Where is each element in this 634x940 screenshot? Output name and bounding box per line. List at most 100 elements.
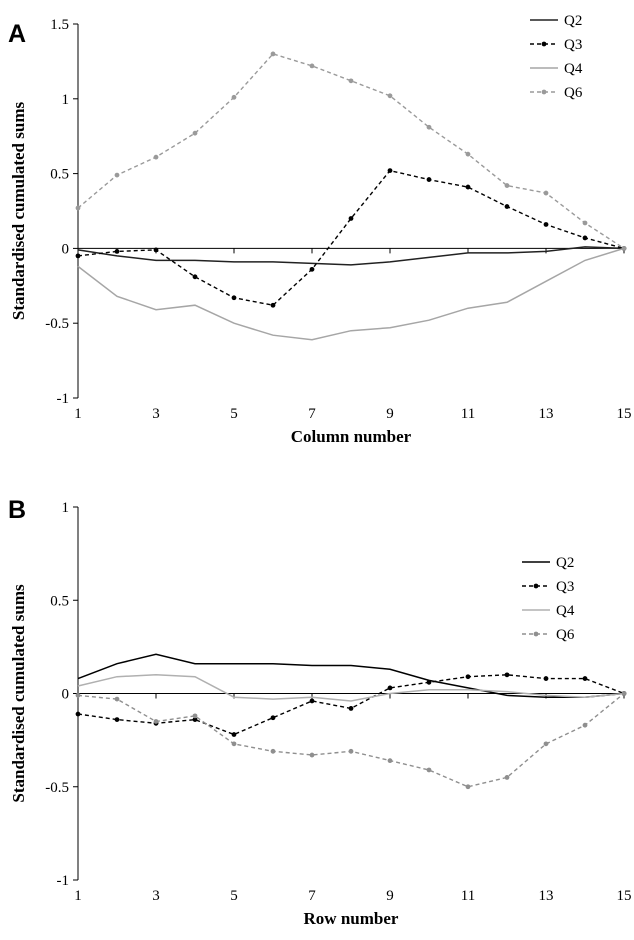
series-q2-line	[77, 653, 625, 698]
y-tick-label: -1	[57, 873, 70, 889]
y-axis-title: Standardised cumulated sums	[9, 584, 28, 803]
series-q6-point	[114, 696, 120, 702]
series-q3-point	[387, 685, 393, 691]
x-tick-label: 7	[308, 406, 316, 422]
series-q3-point	[114, 248, 120, 254]
legend-q2-label: Q2	[564, 13, 582, 29]
series-q6-point	[582, 722, 588, 728]
series-q4-line	[77, 247, 625, 341]
series-q6-point	[504, 183, 510, 188]
x-tick-label: 5	[230, 888, 238, 904]
legend-q3-marker	[533, 583, 539, 589]
x-tick-label: 3	[152, 406, 160, 422]
series-q6-point	[75, 205, 81, 211]
panel-label: B	[8, 496, 26, 524]
series-q3-point	[192, 274, 198, 280]
series-q3-point	[504, 672, 510, 678]
series-q6-point	[543, 190, 549, 196]
legend-q3-marker	[541, 41, 547, 47]
x-tick-label: 1	[74, 888, 82, 904]
series-q3-point	[231, 295, 237, 301]
x-axis-title: Column number	[291, 427, 412, 446]
series-q6-point	[426, 767, 432, 773]
series-q6-point	[621, 246, 627, 251]
series-q6-line	[77, 53, 625, 249]
legend-q3-label: Q3	[556, 579, 574, 595]
series-q3-point	[465, 674, 471, 680]
y-tick-label: -0.5	[45, 780, 69, 796]
x-tick-label: 15	[617, 406, 632, 422]
x-tick-label: 1	[74, 406, 82, 422]
y-tick-label: 1	[62, 92, 70, 108]
x-axis-title: Row number	[304, 909, 399, 928]
series-q6-point	[192, 713, 198, 719]
x-tick-label: 11	[461, 888, 475, 904]
series-q6-point	[309, 752, 315, 758]
series-q3-point	[114, 717, 120, 723]
series-q6-point	[75, 692, 81, 698]
x-tick-label: 13	[539, 888, 554, 904]
series-q6-point	[270, 748, 276, 754]
series-q3-line	[77, 674, 625, 736]
series-q3-point	[192, 717, 198, 723]
legend-q4-label: Q4	[556, 603, 575, 619]
series-q3-point	[426, 177, 432, 182]
y-tick-label: 1	[62, 500, 70, 516]
series-q3-point	[465, 184, 471, 190]
x-tick-label: 3	[152, 888, 160, 904]
series-q6-point	[153, 154, 159, 160]
series-q3-point	[582, 676, 588, 681]
series-q3-point	[75, 253, 81, 259]
series-q3-point	[231, 732, 237, 737]
series-q3-point	[348, 216, 354, 221]
series-q6-point	[309, 63, 315, 69]
y-tick-label: -1	[57, 391, 70, 407]
y-tick-label: 0	[62, 241, 70, 257]
series-q6-point	[465, 151, 471, 157]
series-q6-point	[348, 748, 354, 754]
series-q3-point	[543, 222, 549, 227]
series-q4-line	[77, 674, 625, 702]
series-q3-point	[543, 676, 549, 681]
legend-q3-label: Q3	[564, 37, 582, 53]
series-q6-point	[504, 775, 510, 780]
y-axis-title: Standardised cumulated sums	[9, 102, 28, 321]
y-tick-label: 0.5	[50, 593, 69, 609]
series-q3-line	[77, 169, 625, 306]
legend-q2-label: Q2	[556, 555, 574, 571]
y-tick-label: 1.5	[50, 17, 69, 33]
series-q6-point	[153, 719, 159, 724]
series-q3-point	[504, 204, 510, 209]
series-q3-point	[582, 235, 588, 241]
legend-q6-label: Q6	[556, 627, 575, 643]
y-tick-label: -0.5	[45, 316, 69, 332]
x-tick-label: 9	[386, 888, 394, 904]
series-q6-point	[348, 78, 354, 84]
series-q6-point	[231, 94, 237, 100]
x-tick-label: 11	[461, 406, 475, 422]
series-q3-point	[387, 168, 393, 174]
series-q6-point	[270, 51, 276, 57]
series-q3-point	[309, 266, 315, 272]
series-q6-point	[387, 758, 393, 764]
series-q6-point	[114, 172, 120, 178]
series-q3-point	[75, 711, 81, 717]
y-tick-label: 0.5	[50, 167, 69, 183]
series-q6-point	[192, 130, 198, 136]
series-q3-point	[270, 715, 276, 721]
x-tick-label: 7	[308, 888, 316, 904]
series-q6-point	[582, 220, 588, 226]
y-tick-label: 0	[62, 687, 70, 703]
series-q6-point	[387, 93, 393, 99]
series-q6-point	[231, 741, 237, 747]
series-q6-point	[621, 691, 627, 696]
series-q3-point	[348, 706, 354, 711]
panel-label: A	[8, 20, 26, 48]
legend-q6-marker	[533, 631, 539, 637]
panel-b: B -1 -0.5 0 0.5 1 1 3 5 7 9 11 13 15 Row number Standar…	[0, 470, 634, 940]
series-q3-point	[309, 698, 315, 704]
panel-a: A -1 -0.5 0 0.5 1 1.5 1 3 5 7 9 11 13 15 Column number S…	[8, 13, 632, 446]
